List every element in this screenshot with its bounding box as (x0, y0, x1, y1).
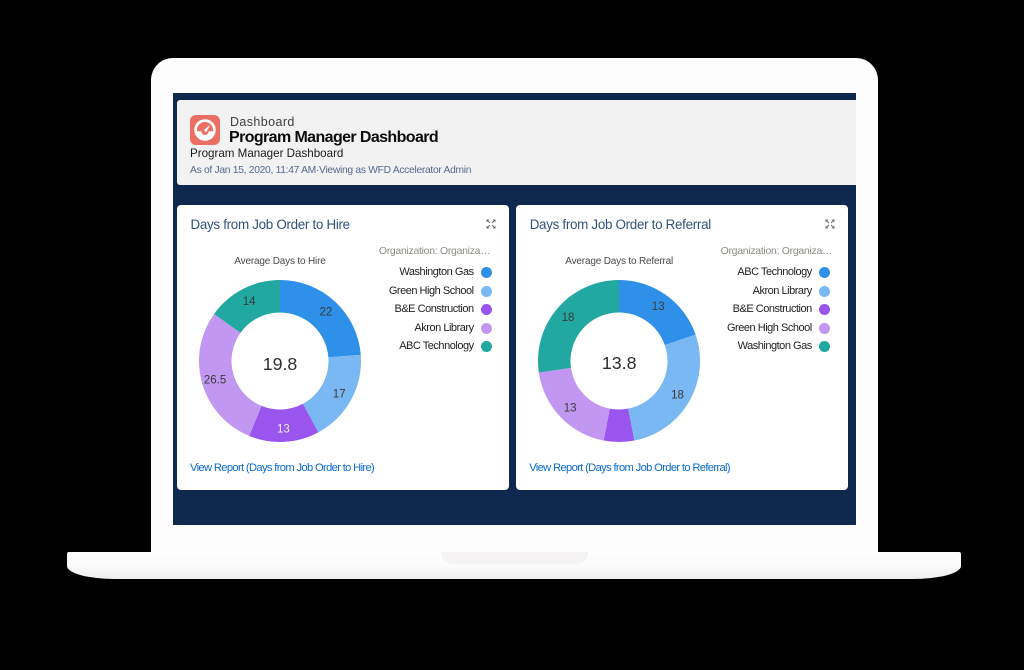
svg-text:14: 14 (243, 296, 256, 308)
svg-text:17: 17 (333, 388, 346, 400)
svg-text:13: 13 (652, 301, 665, 313)
svg-text:26.5: 26.5 (204, 375, 226, 387)
svg-text:13: 13 (277, 423, 290, 435)
svg-text:18: 18 (671, 390, 684, 402)
svg-text:18: 18 (562, 312, 575, 324)
svg-text:13: 13 (564, 403, 577, 415)
svg-text:22: 22 (320, 306, 333, 318)
